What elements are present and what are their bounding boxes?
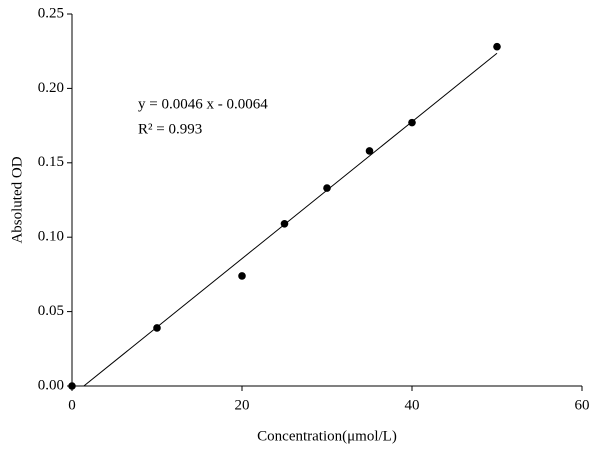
- y-tick-label: 0.05: [38, 303, 64, 319]
- data-point: [408, 118, 416, 127]
- x-tick-label: 40: [405, 397, 420, 413]
- data-point: [493, 42, 501, 51]
- data-point: [153, 324, 161, 332]
- x-tick-label: 60: [575, 397, 590, 413]
- y-tick-label: 0.00: [38, 377, 64, 393]
- y-tick-label: 0.15: [38, 154, 64, 170]
- x-tick-label: 0: [68, 397, 76, 413]
- data-point: [280, 220, 289, 228]
- fit-equation: y = 0.0046 x - 0.0064: [138, 96, 268, 112]
- data-point: [323, 184, 331, 192]
- data-point: [68, 382, 76, 390]
- x-tick-label: 20: [235, 397, 250, 413]
- fit-line: [83, 52, 498, 387]
- x-axis-label: Concentration(μmol/L): [257, 428, 397, 444]
- y-tick-label: 0.20: [38, 80, 64, 96]
- r-squared: R² = 0.993: [138, 121, 202, 137]
- y-tick-label: 0.10: [38, 229, 64, 245]
- y-axis-label: Absoluted OD: [9, 156, 25, 243]
- y-tick-label: 0.25: [38, 5, 64, 21]
- data-point: [238, 272, 246, 280]
- data-point: [365, 147, 374, 155]
